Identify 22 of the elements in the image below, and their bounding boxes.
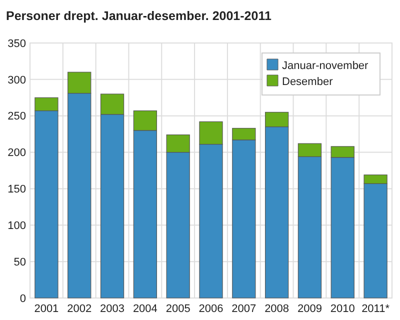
- y-tick-label: 0: [20, 292, 26, 305]
- y-tick-label: 100: [8, 220, 26, 232]
- chart-title: Personer drept. Januar-desember. 2001-2011: [6, 9, 272, 23]
- x-tick-label: 2008: [264, 303, 290, 315]
- x-tick-label: 2005: [166, 303, 190, 315]
- x-tick-label: 2007: [232, 303, 256, 315]
- x-tick-label: 2001: [34, 303, 59, 315]
- y-tick-label: 150: [8, 184, 26, 196]
- y-tick-label: 200: [8, 147, 26, 160]
- x-tick-label: 2004: [132, 303, 158, 315]
- x-tick-label: 2010: [330, 303, 355, 315]
- y-tick-label: 350: [8, 38, 26, 50]
- y-tick-label: 50: [14, 256, 26, 268]
- x-tick-label: 2006: [198, 303, 224, 315]
- x-tick-label: 2009: [297, 303, 322, 315]
- x-tick-label: 2011*: [362, 303, 390, 315]
- y-tick-label: 250: [8, 110, 26, 123]
- legend-label: Desember: [282, 76, 334, 88]
- x-tick-label: 2003: [100, 303, 125, 315]
- x-tick-label: 2002: [67, 303, 92, 315]
- legend-label: Januar-november: [282, 60, 369, 72]
- y-tick-label: 300: [8, 74, 26, 86]
